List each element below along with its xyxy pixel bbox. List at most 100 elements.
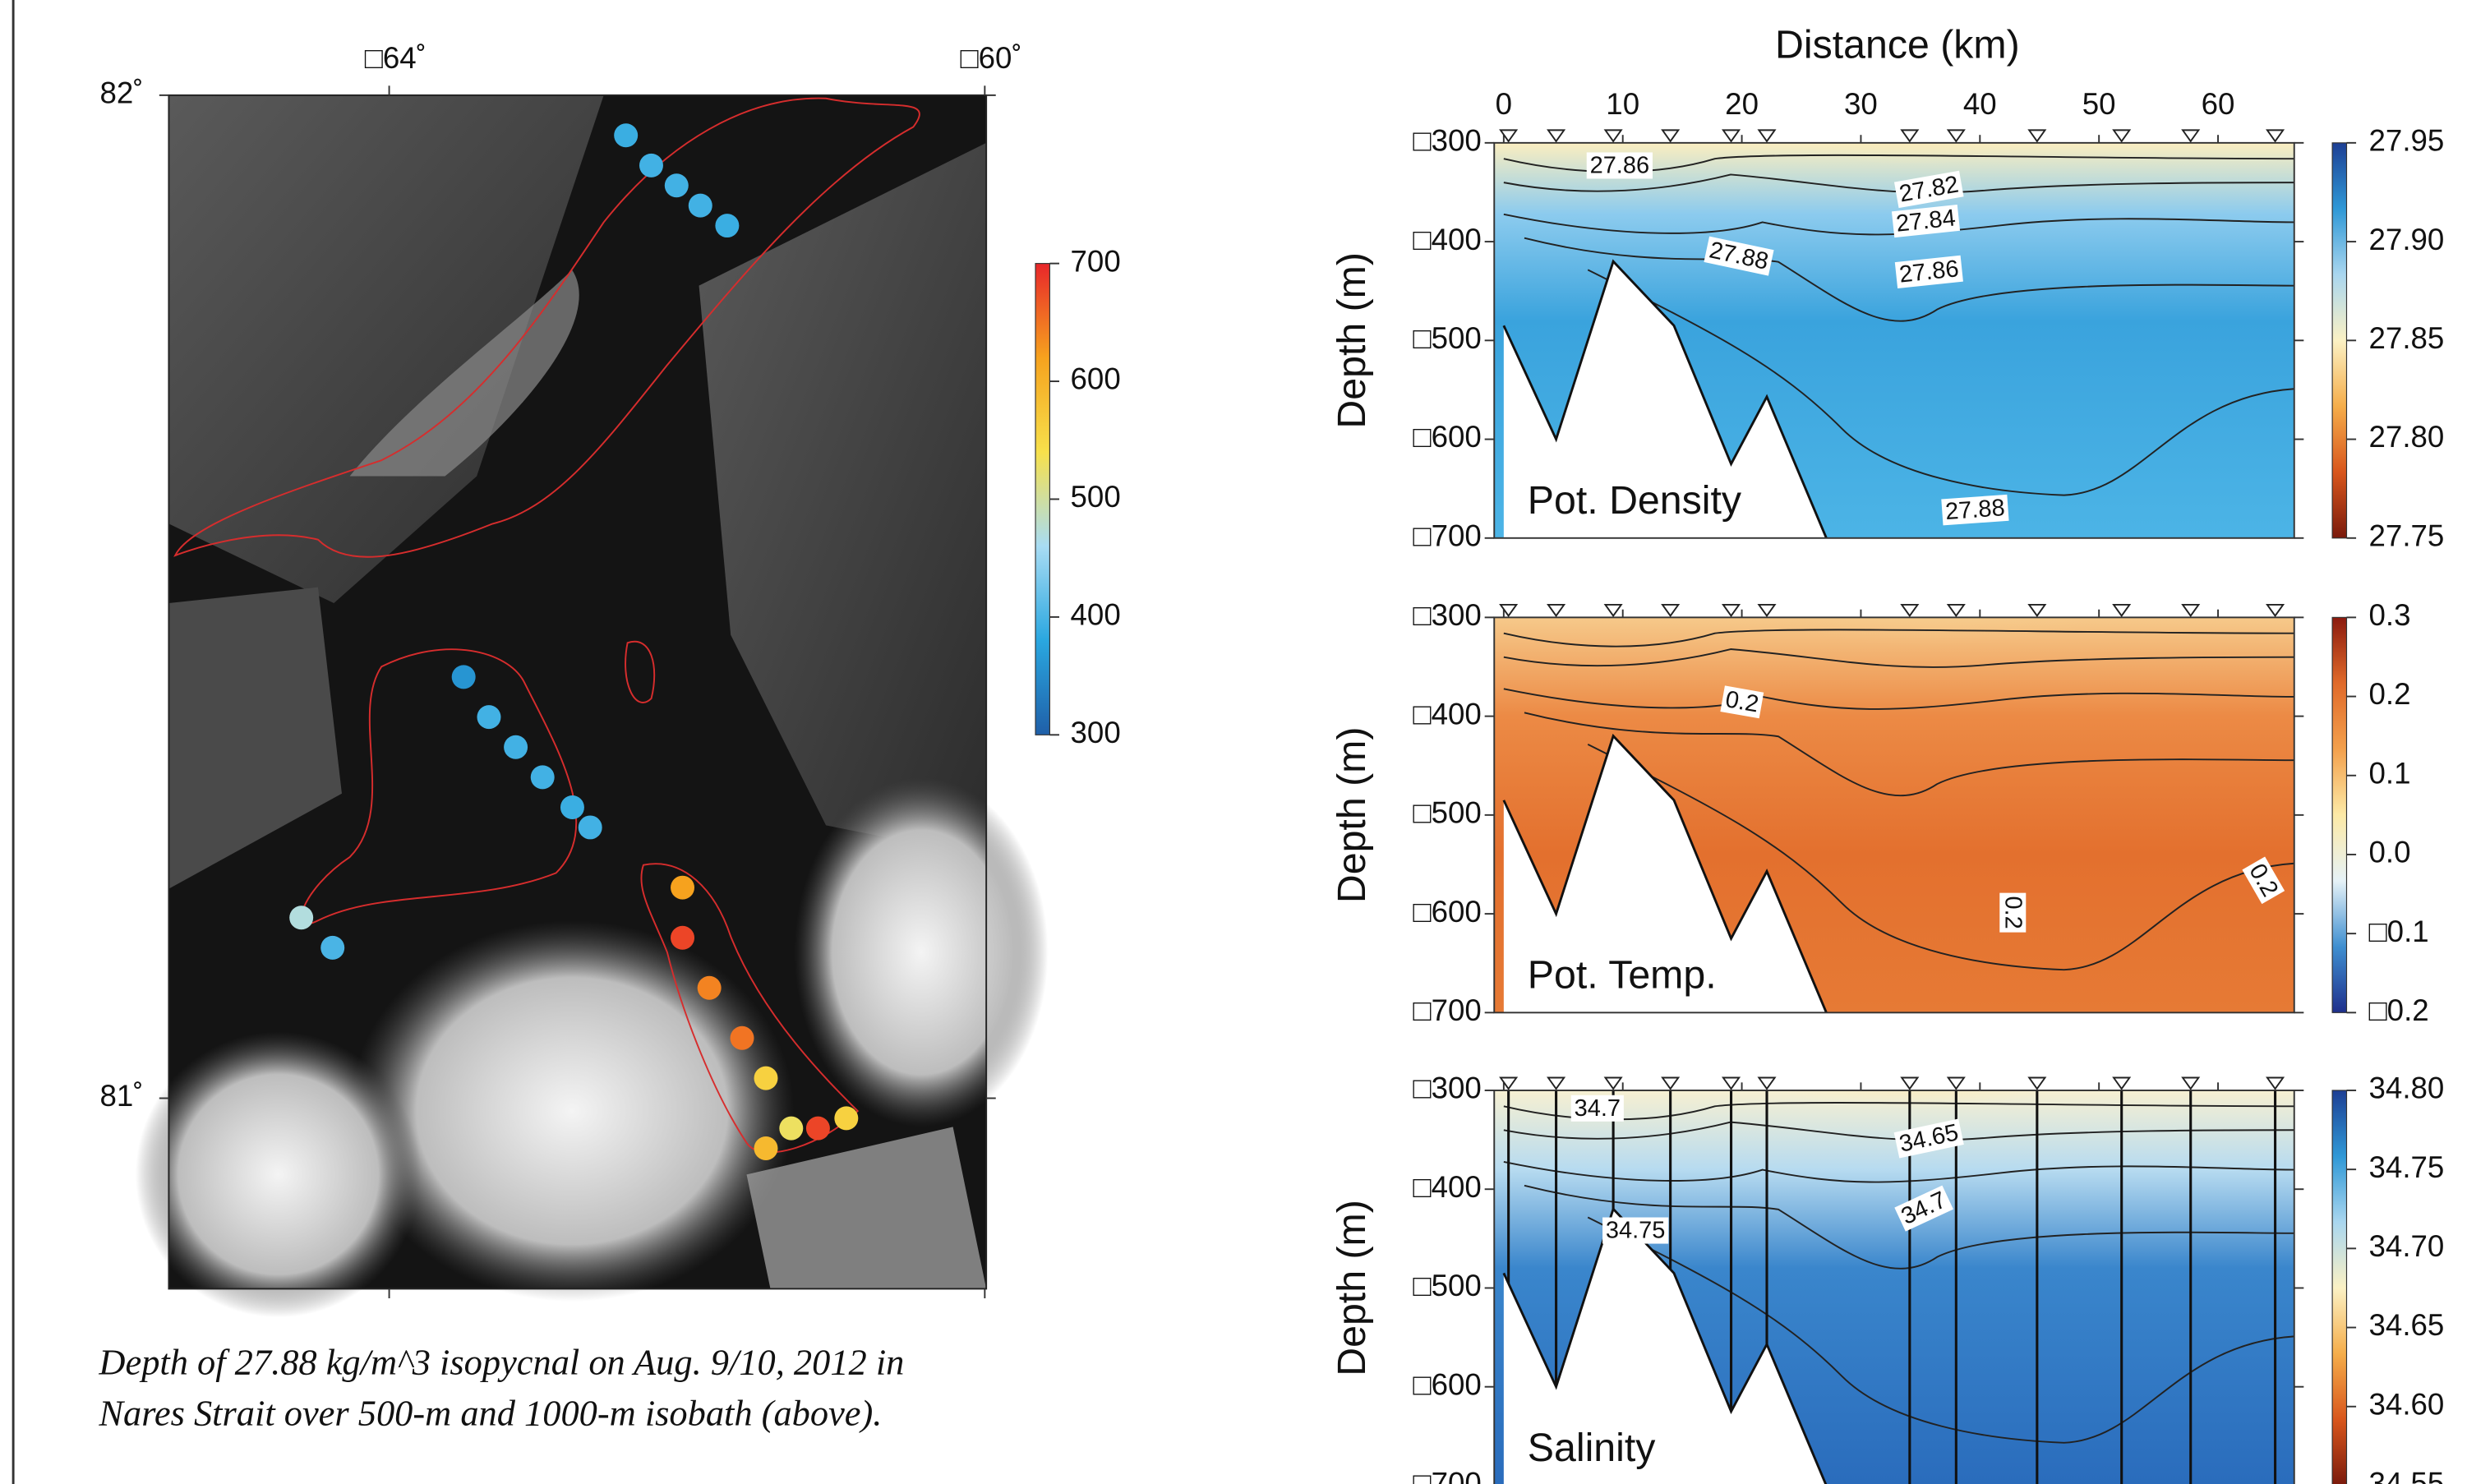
station-dot <box>578 815 602 840</box>
station-marker <box>1547 603 1566 618</box>
colorbar-label: 500 <box>1071 480 1121 514</box>
seafloor-line <box>1502 259 1828 538</box>
station-marker <box>1900 1076 1920 1090</box>
station-dot <box>289 906 314 930</box>
station-marker <box>1661 1076 1681 1090</box>
station-marker <box>2027 129 2047 143</box>
panel-label: Pot. Temp. <box>1528 953 1717 998</box>
station-dot <box>477 705 501 730</box>
contour-label-bg <box>1891 204 1961 238</box>
x-tick-label: 20 <box>1725 87 1759 121</box>
y-tick-label: □600 <box>1413 1367 1481 1401</box>
colorbar-label: 0.1 <box>2369 756 2411 790</box>
colorbar-label: 34.60 <box>2369 1387 2445 1421</box>
terrain <box>168 94 604 603</box>
caption: Nares Strait over 500-m and 1000-m isoba… <box>98 1393 882 1434</box>
contour-label-bg <box>1570 1095 1624 1122</box>
contour-label: 27.86 <box>1898 256 1960 288</box>
station-marker <box>1946 129 1966 143</box>
colorbar <box>2331 616 2348 1013</box>
contour-label-bg <box>2242 856 2285 905</box>
colorbar-label: 27.90 <box>2369 223 2445 256</box>
station-marker <box>1946 1076 1966 1090</box>
station-marker <box>1946 603 1966 618</box>
colorbar <box>2331 1090 2348 1484</box>
station-dot <box>639 153 663 177</box>
contour-label: 27.84 <box>1895 205 1957 237</box>
seafloor <box>1503 1209 1826 1484</box>
ice <box>349 270 579 477</box>
station-dot <box>614 123 639 148</box>
station-marker <box>2181 129 2201 143</box>
colorbar-label: 0.2 <box>2369 677 2411 711</box>
x-tick-label: □60˚ <box>960 41 1021 75</box>
station-marker <box>1499 603 1519 618</box>
y-tick-label: 81˚ <box>99 1079 143 1113</box>
terrain <box>168 587 342 889</box>
station-marker <box>1661 603 1681 618</box>
station-marker <box>1722 1076 1741 1090</box>
station-marker <box>1547 129 1566 143</box>
contour-label-bg <box>1893 1118 1964 1159</box>
colorbar-label: 34.55 <box>2369 1467 2445 1484</box>
section-panel: 0.20.20.2 <box>1494 617 2294 1013</box>
station-marker <box>1603 1076 1623 1090</box>
contour-label-bg <box>1894 255 1963 288</box>
colorbar-label: 27.75 <box>2369 518 2445 552</box>
station-dot <box>730 1025 754 1050</box>
station-marker <box>1547 1076 1566 1090</box>
x-axis-title: Distance (km) <box>1775 23 2020 67</box>
y-tick-label: □700 <box>1413 993 1481 1027</box>
x-tick-label: 0 <box>1496 87 1512 121</box>
y-tick-label: □500 <box>1413 796 1481 830</box>
station-marker <box>1757 1076 1777 1090</box>
map <box>135 94 1049 1318</box>
colorbar-label: 34.75 <box>2369 1150 2445 1184</box>
station-marker <box>2266 1076 2285 1090</box>
colorbar-label: 600 <box>1071 362 1121 396</box>
y-tick-label: □700 <box>1413 1467 1481 1484</box>
contour-label: 27.88 <box>1944 495 2006 525</box>
x-tick-label: □64˚ <box>365 41 427 75</box>
snow <box>135 1031 422 1318</box>
y-tick-label: □600 <box>1413 420 1481 454</box>
station-marker <box>1900 603 1920 618</box>
x-tick-label: 60 <box>2202 87 2235 121</box>
glacier <box>746 1127 987 1289</box>
colorbar-label: 700 <box>1071 244 1121 278</box>
panel-label: Salinity <box>1528 1426 1656 1470</box>
station-dot <box>671 925 695 950</box>
station-marker <box>1661 129 1681 143</box>
contour-label-bg <box>1999 892 2027 933</box>
station-dot <box>779 1116 804 1141</box>
station-marker <box>2112 129 2132 143</box>
station-marker <box>1603 603 1623 618</box>
station-marker <box>1900 129 1920 143</box>
y-tick-label: □300 <box>1413 598 1481 632</box>
y-tick-label: □400 <box>1413 1170 1481 1204</box>
seafloor-line <box>1502 1206 1828 1484</box>
colorbar <box>2331 142 2348 539</box>
colorbar-label: 34.80 <box>2369 1072 2445 1105</box>
station-marker <box>2266 603 2285 618</box>
y-tick-label: □600 <box>1413 895 1481 929</box>
contour-label: 34.75 <box>1606 1218 1666 1244</box>
colorbar-label: 34.65 <box>2369 1308 2445 1342</box>
station-marker <box>2266 129 2285 143</box>
x-tick-label: 10 <box>1606 87 1639 121</box>
station-marker <box>1499 1076 1519 1090</box>
map-frame <box>168 94 988 1290</box>
station-marker <box>1499 129 1519 143</box>
colorbar-label: □0.2 <box>2369 993 2429 1027</box>
station-dot <box>671 875 695 900</box>
station-marker <box>2027 603 2047 618</box>
y-tick-label: □700 <box>1413 518 1481 552</box>
seafloor <box>1503 261 1827 538</box>
y-axis-title: Depth (m) <box>1330 1200 1374 1376</box>
y-tick-label: □500 <box>1413 1269 1481 1302</box>
colorbar-label: 34.70 <box>2369 1229 2445 1263</box>
station-marker <box>2112 603 2132 618</box>
station-dot <box>834 1106 859 1131</box>
